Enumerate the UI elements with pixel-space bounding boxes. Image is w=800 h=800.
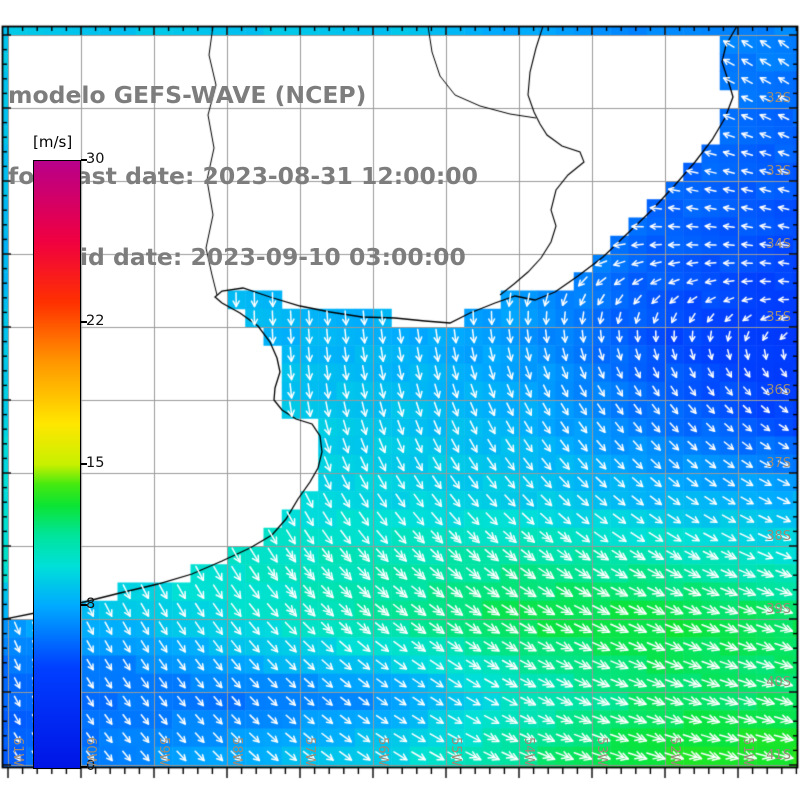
lon-label: 53W (594, 737, 609, 767)
model-title: modelo GEFS-WAVE (NCEP) (8, 81, 367, 109)
lon-label: 60W (83, 737, 98, 767)
lon-label: 59W (156, 737, 171, 767)
colorbar-tick-label: 22 (86, 312, 105, 329)
colorbar-tick-label: 30 (86, 151, 105, 167)
lat-label: 38S (766, 529, 791, 544)
colorbar-tick-label: 8 (86, 596, 96, 613)
lat-label: 34S (766, 237, 791, 252)
colorbar-tick-label: 15 (86, 454, 105, 471)
colorbar-tick-label: 0 (86, 758, 96, 774)
colorbar-tick-mark (81, 320, 87, 323)
lat-label: 39S (766, 602, 791, 617)
lat-label: 37S (766, 456, 791, 471)
colorbar-tick-mark (81, 462, 87, 465)
lat-label: 40S (766, 675, 791, 690)
lon-label: 51W (740, 737, 755, 767)
colorbar-tick-mark (81, 604, 87, 607)
lat-label: 33S (766, 164, 791, 179)
lon-label: 54W (521, 737, 536, 767)
lon-label: 61W (10, 737, 25, 767)
lon-label: 55W (448, 737, 463, 767)
lat-label: 36S (766, 383, 791, 398)
lon-label: 57W (302, 737, 317, 767)
colorbar-tick-mark (81, 159, 87, 161)
colorbar (33, 160, 81, 769)
lat-label: 32S (766, 91, 791, 106)
lon-label: 58W (229, 737, 244, 767)
lat-label: 35S (766, 310, 791, 325)
lon-label: 56W (375, 737, 390, 767)
lon-label: 52W (667, 737, 682, 767)
lat-label: 41S (766, 748, 791, 763)
colorbar-unit-label: [m/s] (33, 133, 73, 151)
colorbar-tick-mark (81, 766, 87, 768)
